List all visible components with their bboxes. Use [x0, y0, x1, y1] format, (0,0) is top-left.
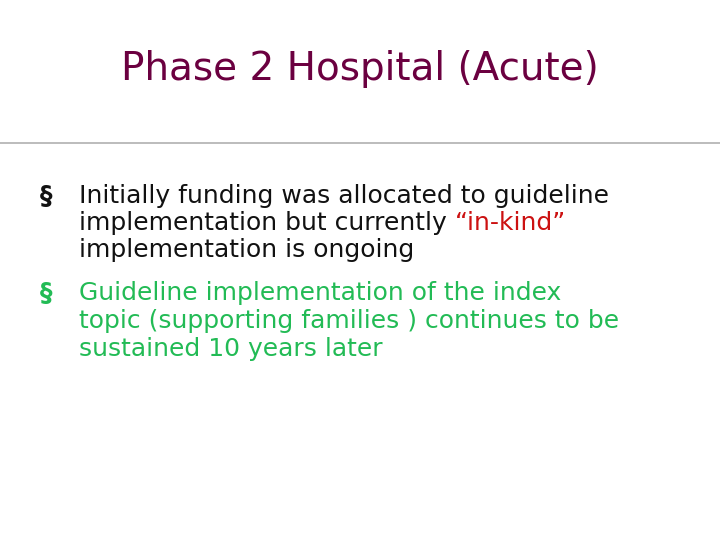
Text: §: §: [40, 281, 52, 305]
Text: Guideline implementation of the index: Guideline implementation of the index: [79, 281, 562, 305]
Text: “in-kind”: “in-kind”: [455, 211, 566, 234]
Text: Initially funding was allocated to guideline: Initially funding was allocated to guide…: [79, 184, 609, 207]
Text: Phase 2 Hospital (Acute): Phase 2 Hospital (Acute): [121, 50, 599, 87]
Text: §: §: [40, 184, 52, 207]
Text: sustained 10 years later: sustained 10 years later: [79, 337, 383, 361]
Text: implementation is ongoing: implementation is ongoing: [79, 238, 415, 261]
Text: implementation but currently: implementation but currently: [79, 211, 455, 234]
Text: topic (supporting families ) continues to be: topic (supporting families ) continues t…: [79, 309, 619, 333]
